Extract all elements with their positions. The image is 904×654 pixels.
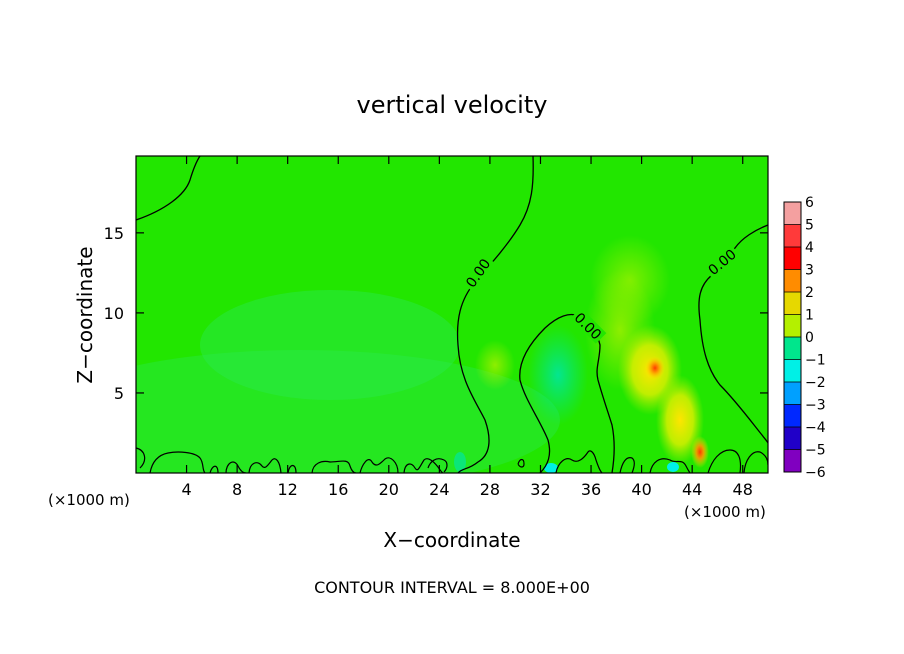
colorbar-label: 2 [805, 285, 814, 301]
surface-cyan-2 [667, 462, 679, 472]
colorbar-swatch [784, 337, 801, 360]
colorbar-label: −3 [805, 398, 826, 414]
x-tick-label: 4 [181, 480, 191, 499]
x-tick-label: 36 [581, 480, 601, 499]
colorbar-swatch [784, 427, 801, 450]
plot-area: 0.00 0.00 0.00 [136, 156, 768, 473]
colorbar-label: −2 [805, 375, 826, 391]
contour-upper-left [136, 156, 201, 221]
colorbar-swatch [784, 404, 801, 427]
x-tick-label: 24 [429, 480, 449, 499]
colorbar-swatch [784, 449, 801, 472]
surface-contour-path [136, 447, 768, 473]
x-tick-label: 48 [733, 480, 753, 499]
plot-frame [135, 155, 769, 474]
x-tick-label: 44 [682, 480, 702, 499]
y-tick-label: 15 [104, 224, 124, 243]
x-axis-ticks: 4 8 12 16 20 24 28 32 36 40 44 48 [181, 156, 753, 499]
downdraft-shading [528, 325, 588, 425]
surface-contours [136, 447, 768, 473]
x-tick-label: 16 [328, 480, 348, 499]
colorbar-swatch [784, 202, 801, 225]
field-shading [136, 235, 709, 473]
updraft-yellow-lower [656, 375, 704, 465]
colorbar-label: 0 [805, 330, 814, 346]
colorbar-label: 6 [805, 195, 814, 211]
colorbar-label: −6 [805, 465, 826, 481]
contour-right [698, 224, 768, 444]
x-unit-right: (×1000 m) [684, 503, 766, 521]
colorbar-label: 5 [805, 218, 814, 234]
left-lime [475, 340, 515, 390]
colorbar-label: 4 [805, 240, 814, 256]
x-tick-label: 40 [631, 480, 651, 499]
colorbar-swatch [784, 247, 801, 270]
colorbar-label: −1 [805, 353, 826, 369]
x-tick-label: 20 [379, 480, 399, 499]
contour-label-bg [703, 244, 741, 279]
y-tick-label: 5 [114, 384, 124, 403]
contour-interval-note: CONTOUR INTERVAL = 8.000E+00 [314, 578, 590, 597]
surface-cyan-3 [454, 452, 466, 472]
x-unit-left: (×1000 m) [48, 491, 130, 509]
colorbar-swatch [784, 314, 801, 337]
x-tick-label: 12 [278, 480, 298, 499]
surface-cyan-1 [544, 463, 558, 473]
colorbar-label: −4 [805, 420, 826, 436]
x-tick-label: 32 [530, 480, 550, 499]
lower-band [136, 350, 560, 473]
colorbar-swatch [784, 382, 801, 405]
y-axis-ticks: 5 10 15 [104, 224, 768, 403]
y-tick-label: 10 [104, 304, 124, 323]
colorbar-swatch [784, 292, 801, 315]
colorbar-swatch [784, 269, 801, 292]
x-tick-label: 8 [232, 480, 242, 499]
mid-band [200, 290, 460, 400]
chart-title: vertical velocity [357, 91, 548, 119]
x-tick-label: 28 [480, 480, 500, 499]
updraft-core-upper [645, 356, 665, 380]
contour-center [456, 156, 534, 473]
colorbar-swatch [784, 224, 801, 247]
x-axis-label: X−coordinate [383, 528, 520, 552]
colorbar-label: −5 [805, 443, 826, 459]
colorbar: 6 5 4 3 2 1 0 −1 −2 −3 −4 −5 −6 [783, 195, 826, 481]
contour-label-bg [570, 307, 607, 344]
colorbar-label: 1 [805, 308, 814, 324]
y-axis-label: Z−coordinate [73, 246, 97, 383]
colorbar-swatch [784, 359, 801, 382]
colorbar-label: 3 [805, 263, 814, 279]
contour-label-bg [461, 253, 495, 292]
updraft-core-lower [691, 436, 709, 468]
